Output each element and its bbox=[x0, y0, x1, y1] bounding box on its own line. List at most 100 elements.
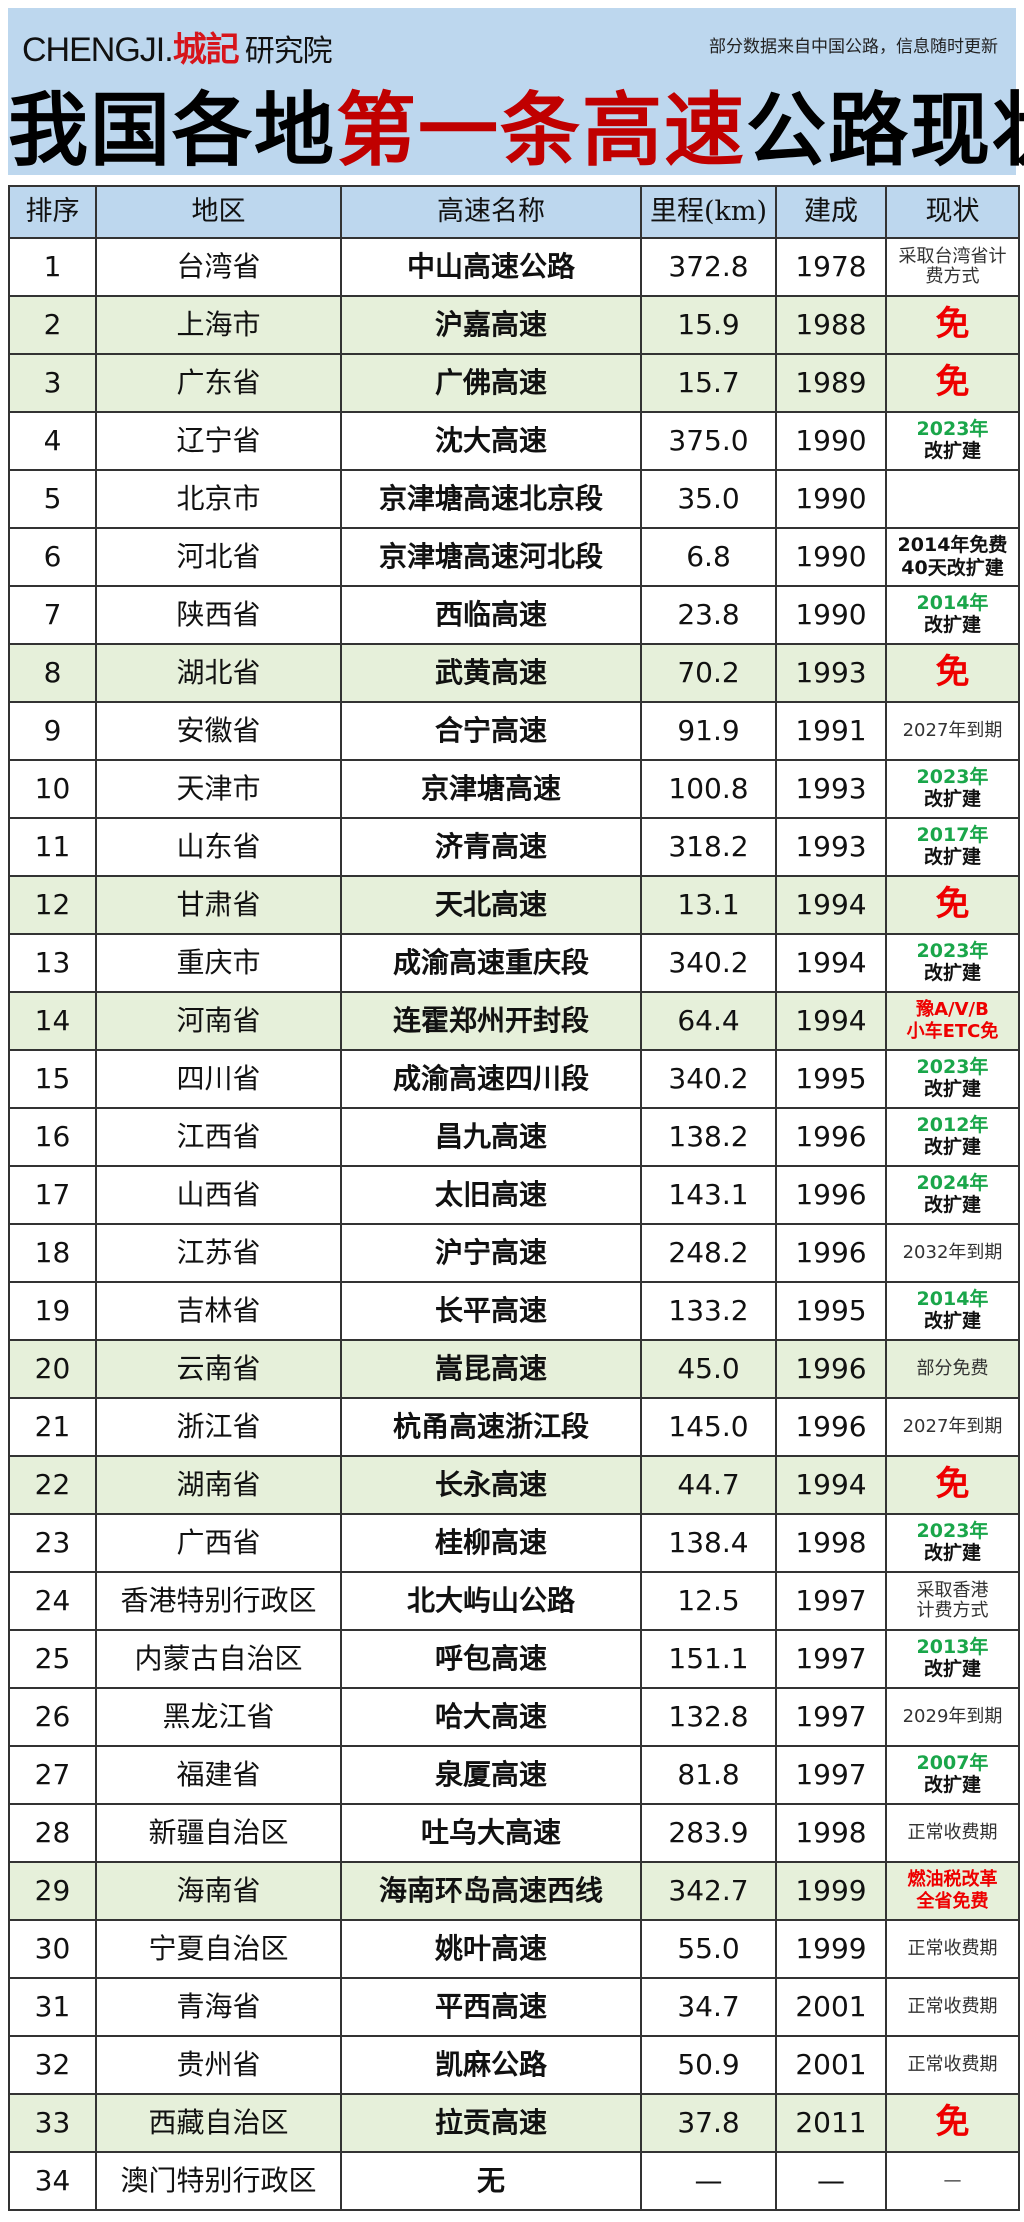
status-line: 2023年 bbox=[916, 940, 989, 963]
cell-km: 34.7 bbox=[640, 1977, 777, 2037]
cell-status: 免 bbox=[885, 353, 1020, 413]
cell-km: 35.0 bbox=[640, 469, 777, 529]
cell-km: 23.8 bbox=[640, 585, 777, 645]
cell-region: 河北省 bbox=[95, 527, 342, 587]
table-row: 20 云南省 嵩昆高速 45.0 1996 部分免费 bbox=[8, 1339, 1020, 1399]
table-row: 12 甘肃省 天北高速 13.1 1994 免 bbox=[8, 875, 1020, 935]
cell-name: 京津塘高速北京段 bbox=[340, 469, 642, 529]
cell-year: 1989 bbox=[775, 353, 887, 413]
cell-name: 沪宁高速 bbox=[340, 1223, 642, 1283]
cell-year: 1999 bbox=[775, 1861, 887, 1921]
status-line: 2023年 bbox=[916, 418, 989, 441]
cell-name: 中山高速公路 bbox=[340, 237, 642, 297]
status-line: 2027年到期 bbox=[902, 720, 1003, 742]
status-line: 2007年 bbox=[916, 1752, 989, 1775]
status-line: 全省免费 bbox=[916, 1891, 989, 1912]
cell-status: 2007年 改扩建 bbox=[885, 1745, 1020, 1805]
cell-km: 151.1 bbox=[640, 1629, 777, 1689]
cell-status: 2014年 改扩建 bbox=[885, 1281, 1020, 1341]
table-row: 19 吉林省 长平高速 133.2 1995 2014年 改扩建 bbox=[8, 1281, 1020, 1341]
status-line: 豫A/V/B bbox=[916, 998, 989, 1020]
cell-status: 免 bbox=[885, 643, 1020, 703]
cell-rank: 4 bbox=[8, 411, 97, 471]
status-line: 2023年 bbox=[916, 766, 989, 789]
cell-year: — bbox=[775, 2151, 887, 2211]
cell-status: 正常收费期 bbox=[885, 1803, 1020, 1863]
cell-name: 拉贡高速 bbox=[340, 2093, 642, 2153]
cell-name: 成渝高速重庆段 bbox=[340, 933, 642, 993]
cell-year: 1994 bbox=[775, 875, 887, 935]
cell-region: 新疆自治区 bbox=[95, 1803, 342, 1863]
cell-status: 免 bbox=[885, 875, 1020, 935]
table-row: 32 贵州省 凯麻公路 50.9 2001 正常收费期 bbox=[8, 2035, 1020, 2095]
cell-name: 杭甬高速浙江段 bbox=[340, 1397, 642, 1457]
cell-status: 2014年免费 40天改扩建 bbox=[885, 527, 1020, 587]
cell-status: 2023年 改扩建 bbox=[885, 759, 1020, 819]
cell-rank: 3 bbox=[8, 353, 97, 413]
cell-name: 泉厦高速 bbox=[340, 1745, 642, 1805]
cell-name: 长永高速 bbox=[340, 1455, 642, 1515]
table-row: 15 四川省 成渝高速四川段 340.2 1995 2023年 改扩建 bbox=[8, 1049, 1020, 1109]
cell-rank: 9 bbox=[8, 701, 97, 761]
cell-name: 连霍郑州开封段 bbox=[340, 991, 642, 1051]
cell-name: 沈大高速 bbox=[340, 411, 642, 471]
cell-rank: 25 bbox=[8, 1629, 97, 1689]
status-line: 改扩建 bbox=[923, 788, 981, 810]
col-km: 里程(km) bbox=[640, 185, 777, 239]
status-line: 计费方式 bbox=[916, 1600, 989, 1621]
cell-year: 1994 bbox=[775, 991, 887, 1051]
cell-region: 台湾省 bbox=[95, 237, 342, 297]
cell-rank: 11 bbox=[8, 817, 97, 877]
cell-year: 1999 bbox=[775, 1919, 887, 1979]
table-row: 31 青海省 平西高速 34.7 2001 正常收费期 bbox=[8, 1977, 1020, 2037]
col-region: 地区 bbox=[95, 185, 342, 239]
cell-rank: 12 bbox=[8, 875, 97, 935]
cell-status: 2023年 改扩建 bbox=[885, 933, 1020, 993]
cell-year: 1988 bbox=[775, 295, 887, 355]
status-line: 正常收费期 bbox=[907, 2054, 998, 2076]
table-row: 26 黑龙江省 哈大高速 132.8 1997 2029年到期 bbox=[8, 1687, 1020, 1747]
cell-km: 283.9 bbox=[640, 1803, 777, 1863]
status-line: 改扩建 bbox=[923, 1078, 981, 1100]
source-note: 部分数据来自中国公路，信息随时更新 bbox=[709, 37, 998, 57]
cell-status: — bbox=[885, 2151, 1020, 2211]
table-row: 5 北京市 京津塘高速北京段 35.0 1990 bbox=[8, 469, 1020, 529]
cell-km: 248.2 bbox=[640, 1223, 777, 1283]
table-row: 28 新疆自治区 吐乌大高速 283.9 1998 正常收费期 bbox=[8, 1803, 1020, 1863]
cell-status: 免 bbox=[885, 1455, 1020, 1515]
cell-name: 广佛高速 bbox=[340, 353, 642, 413]
cell-status: 2013年 改扩建 bbox=[885, 1629, 1020, 1689]
cell-status: 2029年到期 bbox=[885, 1687, 1020, 1747]
cell-rank: 32 bbox=[8, 2035, 97, 2095]
status-line: 改扩建 bbox=[923, 1774, 981, 1796]
cell-rank: 13 bbox=[8, 933, 97, 993]
cell-name: 哈大高速 bbox=[340, 1687, 642, 1747]
cell-region: 黑龙江省 bbox=[95, 1687, 342, 1747]
cell-rank: 6 bbox=[8, 527, 97, 587]
cell-year: 2001 bbox=[775, 2035, 887, 2095]
status-line: 燃油税改革 bbox=[907, 1868, 998, 1890]
status-line: 正常收费期 bbox=[907, 1996, 998, 2018]
cell-km: 342.7 bbox=[640, 1861, 777, 1921]
col-rank: 排序 bbox=[8, 185, 97, 239]
status-line: 2029年到期 bbox=[902, 1706, 1003, 1728]
cell-region: 内蒙古自治区 bbox=[95, 1629, 342, 1689]
cell-rank: 18 bbox=[8, 1223, 97, 1283]
cell-status: 部分免费 bbox=[885, 1339, 1020, 1399]
cell-name: 昌九高速 bbox=[340, 1107, 642, 1167]
status-line: 免 bbox=[935, 1464, 970, 1505]
cell-year: 1998 bbox=[775, 1803, 887, 1863]
cell-status: 2014年 改扩建 bbox=[885, 585, 1020, 645]
cell-region: 广西省 bbox=[95, 1513, 342, 1573]
cell-year: 1991 bbox=[775, 701, 887, 761]
status-line: 改扩建 bbox=[923, 846, 981, 868]
cell-year: 1997 bbox=[775, 1571, 887, 1631]
cell-name: 京津塘高速河北段 bbox=[340, 527, 642, 587]
cell-year: 1993 bbox=[775, 817, 887, 877]
status-line: 改扩建 bbox=[923, 1310, 981, 1332]
table-row: 30 宁夏自治区 姚叶高速 55.0 1999 正常收费期 bbox=[8, 1919, 1020, 1979]
table-header-row: 排序 地区 高速名称 里程(km) 建成 现状 bbox=[8, 185, 1020, 239]
cell-year: 1994 bbox=[775, 1455, 887, 1515]
cell-year: 2001 bbox=[775, 1977, 887, 2037]
cell-region: 香港特别行政区 bbox=[95, 1571, 342, 1631]
